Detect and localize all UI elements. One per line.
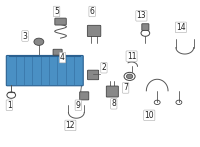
- FancyBboxPatch shape: [55, 18, 66, 25]
- FancyBboxPatch shape: [80, 92, 89, 100]
- Text: 1: 1: [7, 101, 12, 110]
- Text: 2: 2: [102, 63, 106, 72]
- Text: 6: 6: [90, 7, 95, 16]
- Text: 5: 5: [54, 7, 59, 16]
- Text: 7: 7: [123, 83, 128, 92]
- Text: 3: 3: [23, 31, 27, 41]
- Text: 13: 13: [137, 11, 146, 20]
- FancyBboxPatch shape: [6, 55, 83, 86]
- Text: 9: 9: [76, 101, 81, 110]
- Text: 11: 11: [127, 52, 136, 61]
- FancyBboxPatch shape: [142, 24, 149, 30]
- Text: 10: 10: [144, 111, 154, 120]
- Text: 4: 4: [60, 53, 65, 62]
- Text: 8: 8: [111, 99, 116, 108]
- Circle shape: [126, 74, 133, 79]
- Circle shape: [34, 38, 44, 45]
- FancyBboxPatch shape: [87, 25, 101, 37]
- Text: 12: 12: [66, 121, 75, 130]
- FancyBboxPatch shape: [106, 86, 118, 97]
- Text: 14: 14: [176, 23, 186, 32]
- FancyBboxPatch shape: [88, 70, 99, 80]
- FancyBboxPatch shape: [53, 49, 62, 55]
